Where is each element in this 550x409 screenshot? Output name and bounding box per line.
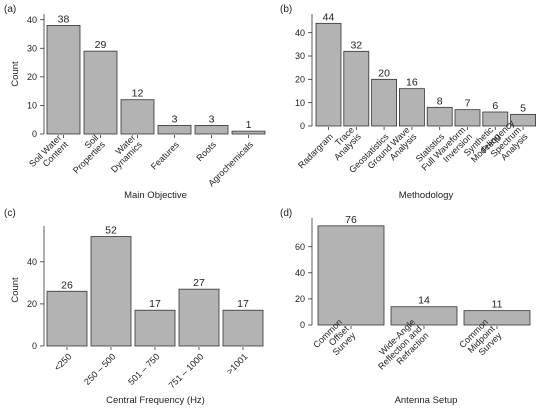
bar-value-label: 3: [209, 113, 215, 125]
bar-value-label: 52: [105, 225, 117, 237]
bar-value-label: 16: [406, 77, 418, 89]
bar-4: [157, 125, 192, 135]
bar-2: [343, 50, 370, 127]
bar-1: [317, 225, 385, 326]
bar-3: [120, 99, 155, 135]
panel-label: (c): [4, 208, 16, 219]
bar-6: [231, 130, 266, 135]
y-tick-label: 30: [295, 51, 305, 61]
bar-3: [463, 310, 531, 326]
bar-value-label: 5: [520, 102, 526, 114]
y-tick-label: 20: [295, 75, 305, 85]
bar-4: [398, 88, 425, 127]
y-tick-label: 20: [27, 299, 37, 309]
bar-value-label: 17: [149, 298, 161, 310]
y-axis-title: Count: [10, 277, 21, 303]
y-tick-label: 0: [32, 341, 37, 351]
y-tick-label: 10: [295, 98, 305, 108]
bar-1: [46, 25, 81, 135]
y-tick-label: 40: [295, 28, 305, 38]
bar-value-label: 44: [323, 11, 335, 23]
bar-1: [46, 290, 88, 347]
panel-label: (b): [280, 4, 292, 15]
y-tick-label: 0: [32, 129, 37, 139]
bar-value-label: 12: [132, 88, 144, 100]
bar-value-label: 3: [172, 113, 178, 125]
bar-value-label: 8: [437, 95, 443, 107]
y-tick-label: 20: [295, 294, 305, 304]
bar-value-label: 27: [193, 277, 205, 289]
bar-value-label: 17: [237, 298, 249, 310]
y-tick-label: 0: [300, 121, 305, 131]
x-axis-title: Antenna Setup: [395, 395, 458, 406]
x-axis-title: Central Frequency (Hz): [106, 395, 205, 406]
panel-label: (a): [4, 4, 16, 15]
bar-value-label: 1: [246, 119, 252, 131]
chart-panel-4: (d)020406076CommonOffsetSurvey14Wide-Ang…: [280, 208, 531, 406]
bar-value-label: 11: [492, 299, 503, 311]
bar-value-label: 38: [58, 13, 70, 25]
bar-2: [83, 50, 118, 135]
bar-8: [510, 113, 537, 127]
bar-value-label: 14: [418, 295, 430, 307]
bar-value-label: 26: [61, 279, 73, 291]
y-tick-label: 40: [27, 15, 37, 25]
bar-5: [222, 309, 264, 347]
y-tick-label: 40: [27, 257, 37, 267]
bar-7: [482, 111, 509, 127]
bar-2: [390, 306, 458, 326]
y-axis-title: Count: [10, 61, 21, 87]
y-tick-label: 20: [27, 72, 37, 82]
bar-5: [194, 125, 229, 135]
bar-value-label: 7: [465, 98, 471, 110]
panel-label: (d): [280, 208, 292, 219]
y-tick-label: 0: [300, 320, 305, 330]
bar-3: [371, 78, 398, 127]
bar-4: [178, 288, 220, 347]
y-tick-label: 60: [295, 242, 305, 252]
bar-2: [90, 236, 132, 347]
bar-value-label: 29: [95, 39, 107, 51]
bar-1: [315, 22, 342, 127]
bar-6: [454, 109, 481, 127]
bar-value-label: 76: [345, 214, 357, 226]
bar-3: [134, 309, 176, 347]
y-tick-label: 10: [27, 101, 37, 111]
bar-5: [426, 106, 453, 127]
y-tick-label: 40: [295, 268, 305, 278]
bar-value-label: 20: [378, 67, 390, 79]
y-tick-label: 30: [27, 43, 37, 53]
bar-value-label: 6: [492, 100, 498, 112]
x-axis-title: Main Objective: [124, 190, 187, 201]
bar-value-label: 32: [350, 39, 362, 51]
x-axis-title: Methodology: [399, 190, 454, 201]
